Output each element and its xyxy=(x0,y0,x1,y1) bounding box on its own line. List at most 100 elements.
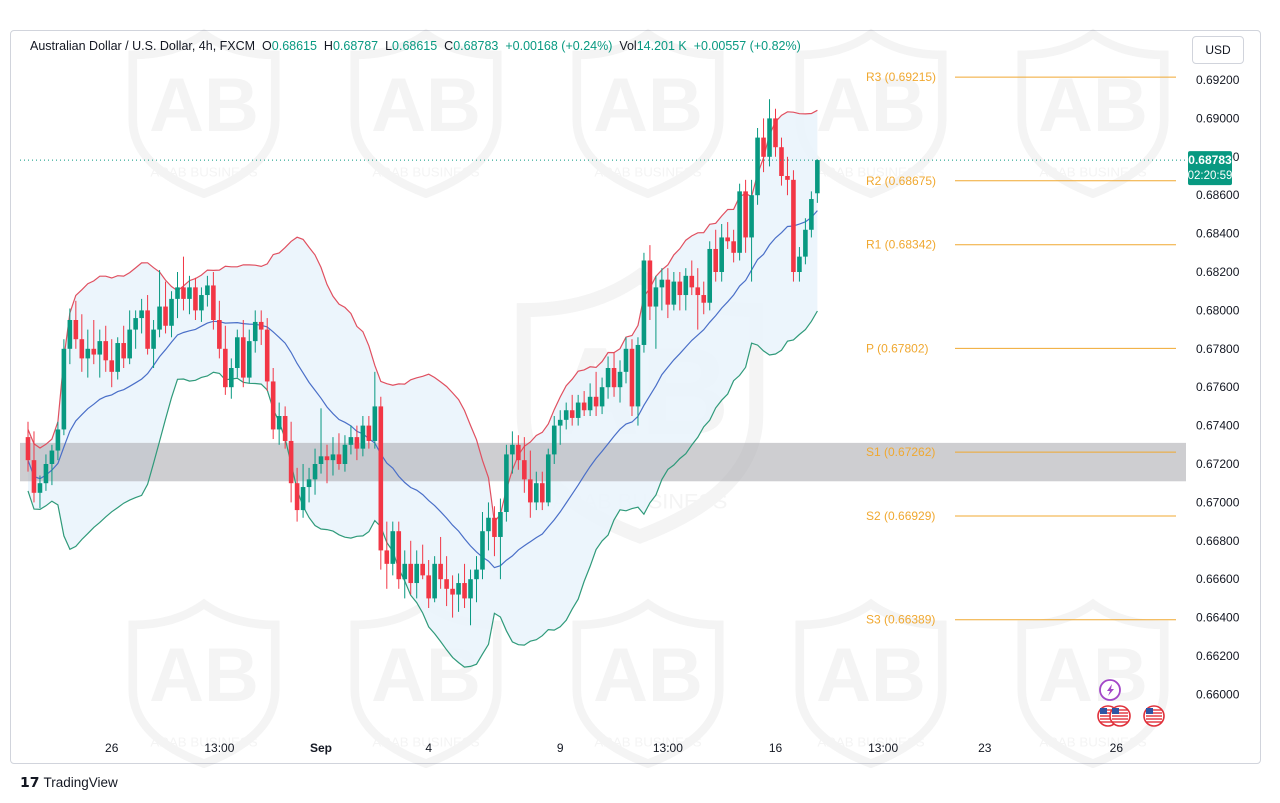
candle-body xyxy=(109,360,115,372)
candle-body xyxy=(737,191,742,253)
candle-body xyxy=(767,118,772,157)
watermark-name: ARAB BUSINESS xyxy=(1039,165,1146,180)
candle-body xyxy=(306,479,312,488)
candle-body xyxy=(163,306,168,326)
watermark-name: ARAB BUSINESS xyxy=(817,165,924,180)
vol-change-value: +0.00557 (+0.82%) xyxy=(693,39,801,53)
candle-body xyxy=(534,483,539,503)
candle-body xyxy=(396,531,402,580)
candle-body xyxy=(528,479,533,503)
candle-body xyxy=(569,410,575,418)
pivot-label: R3 (0.69215) xyxy=(866,70,936,84)
candle-body xyxy=(701,295,707,303)
lightning-icon[interactable] xyxy=(1099,679,1121,701)
tradingview-logo[interactable]: 𝟭𝟳 TradingView xyxy=(20,774,118,791)
us-flag-icon[interactable] xyxy=(1143,705,1165,727)
candle-body xyxy=(390,531,396,564)
candle-body xyxy=(49,450,55,464)
candle-body xyxy=(504,454,509,512)
candle-body xyxy=(635,344,641,407)
tradingview-mark-icon: 𝟭𝟳 xyxy=(20,774,40,790)
candle-body xyxy=(276,416,282,430)
candle-body xyxy=(707,248,713,303)
plot-area: R3 (0.69215) R2 (0.68675) R1 (0.68342) P (0… xyxy=(20,70,1186,668)
candle-body xyxy=(444,579,449,589)
candle-body xyxy=(486,517,491,532)
candle-body xyxy=(85,348,91,359)
candle-body xyxy=(438,563,443,580)
tradingview-label: TradingView xyxy=(43,775,118,790)
candle-body xyxy=(462,583,467,599)
y-tick-label: 0.67400 xyxy=(1196,419,1240,433)
watermark-shield-icon: AB ARAB BUSINESS xyxy=(795,28,947,199)
y-tick-label: 0.66600 xyxy=(1196,572,1240,586)
watermark-shield-icon: AB ARAB BUSINESS xyxy=(795,598,947,769)
candle-body xyxy=(79,339,85,359)
candle-body xyxy=(611,368,617,388)
candle-body xyxy=(492,517,497,537)
open-label: O xyxy=(262,39,272,53)
candle-body xyxy=(235,337,240,368)
candle-body xyxy=(187,287,192,299)
y-tick-label: 0.66400 xyxy=(1196,611,1240,625)
vol-value: 14.201 K xyxy=(636,39,687,53)
candle-body xyxy=(360,425,366,449)
candle-body xyxy=(288,440,294,484)
bollinger-lower-line xyxy=(27,310,818,668)
candle-body xyxy=(773,118,778,148)
y-tick-label: 0.68400 xyxy=(1196,227,1240,241)
candle-body xyxy=(366,425,372,441)
candle-body xyxy=(252,321,258,342)
x-tick-label: 23 xyxy=(978,741,992,755)
watermark-name: ARAB BUSINESS xyxy=(372,735,479,750)
pivot-label: S3 (0.66389) xyxy=(866,613,935,627)
candle-body xyxy=(791,179,796,272)
change-value: +0.00168 (+0.24%) xyxy=(505,39,613,53)
candle-body xyxy=(683,275,689,296)
y-tick-label: 0.69200 xyxy=(1196,73,1240,87)
x-tick-label: 26 xyxy=(1110,741,1124,755)
y-tick-label: 0.67600 xyxy=(1196,380,1240,394)
high-value: 0.68787 xyxy=(332,39,379,53)
candle-body xyxy=(211,285,216,320)
candle-body xyxy=(330,454,336,461)
low-value: 0.68615 xyxy=(392,39,438,53)
candle-body xyxy=(719,237,724,272)
candle-body xyxy=(749,195,754,238)
watermark-monogram: AB xyxy=(149,63,259,148)
candle-body xyxy=(659,279,665,288)
close-value: 0.68783 xyxy=(453,39,499,53)
price-tag-value: 0.68783 xyxy=(1188,153,1232,167)
y-tick-label: 0.68000 xyxy=(1196,303,1240,317)
candle-body xyxy=(408,563,414,584)
watermark-name: ARAB BUSINESS xyxy=(1039,735,1146,750)
candle-body xyxy=(689,275,695,288)
currency-button[interactable]: USD xyxy=(1192,36,1244,64)
us-flag-icon[interactable] xyxy=(1109,705,1131,727)
y-tick-label: 0.68600 xyxy=(1196,188,1240,202)
candle-body xyxy=(647,260,653,307)
y-tick-label: 0.69000 xyxy=(1196,111,1240,125)
watermark-layer: AB ARAB BUSINESS AB ARAB BUSINESS AB ARAB BUS… xyxy=(128,28,1169,769)
candle-body xyxy=(779,147,784,176)
candle-body xyxy=(169,298,174,326)
candle-body xyxy=(199,295,204,311)
candle-body xyxy=(755,137,760,196)
candle-body xyxy=(510,444,515,455)
candle-body xyxy=(223,348,228,388)
watermark-shield-icon: AB ARAB BUSINESS xyxy=(1017,598,1169,769)
watermark-shield-icon: AB ARAB BUSINESS xyxy=(572,598,724,769)
candle-body xyxy=(474,569,479,580)
candle-body xyxy=(348,437,354,445)
pivot-label: P (0.67802) xyxy=(866,341,929,355)
candle-body xyxy=(432,563,437,599)
candle-body xyxy=(761,137,766,157)
x-tick-label: 4 xyxy=(425,741,432,755)
watermark-shield-icon: AB ARAB BUSINESS xyxy=(128,598,280,769)
candle-body xyxy=(599,387,605,407)
open-value: 0.68615 xyxy=(271,39,317,53)
x-tick-label: 26 xyxy=(105,741,119,755)
candle-body xyxy=(516,444,521,461)
bollinger-band-fill xyxy=(28,110,818,668)
